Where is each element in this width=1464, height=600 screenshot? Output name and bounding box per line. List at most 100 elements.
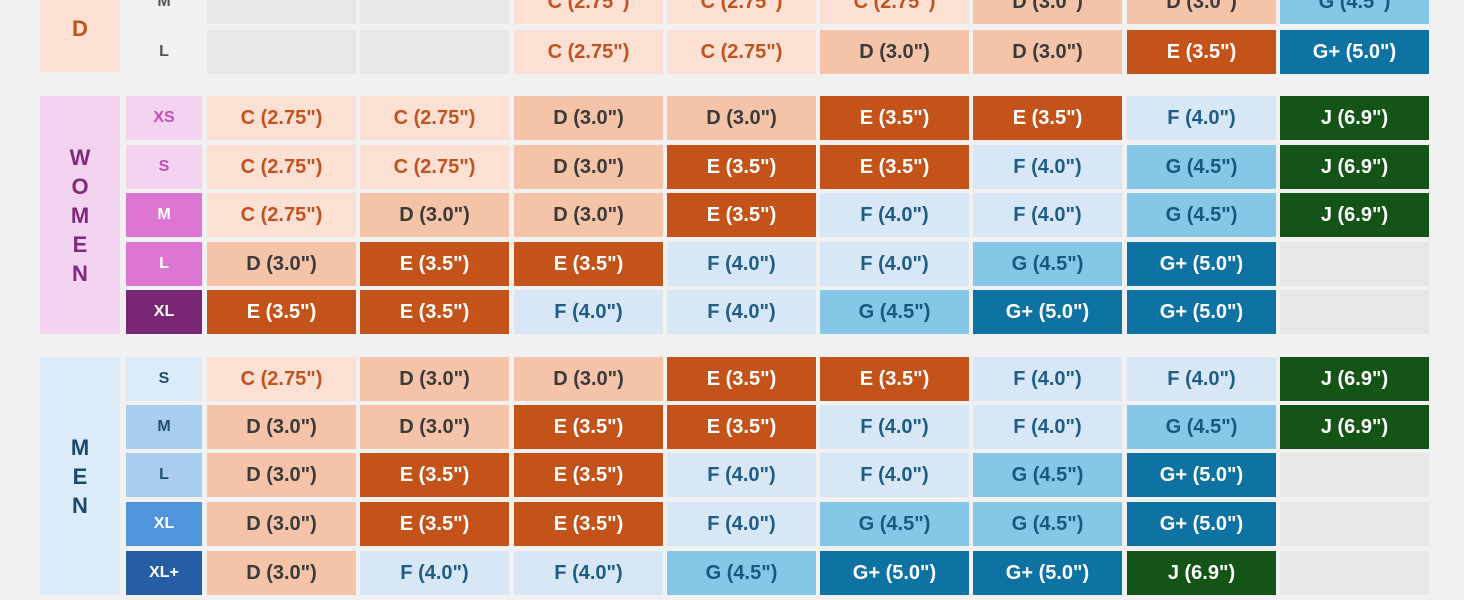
women-label-letter: N — [72, 260, 88, 286]
men-m-col3-cell: E (3.5") — [514, 405, 663, 449]
women-s-col4-cell: E (3.5") — [667, 145, 816, 189]
men-l-col8-cell — [1280, 453, 1429, 497]
men-size-m: M — [126, 405, 202, 449]
men-xlplus-col5-cell: G+ (5.0") — [820, 551, 969, 595]
men-xl-col5-cell: G (4.5") — [820, 502, 969, 546]
women-xl-col6-cell: G+ (5.0") — [973, 290, 1122, 334]
women-s-col2-cell: C (2.75") — [360, 145, 509, 189]
kid-l-col4-cell: C (2.75") — [667, 30, 816, 74]
men-l-col4-cell: F (4.0") — [667, 453, 816, 497]
kid-m-col7-cell: D (3.0") — [1127, 0, 1276, 24]
men-xl-col1-cell: D (3.0") — [207, 502, 356, 546]
men-xl-col3-cell: E (3.5") — [514, 502, 663, 546]
women-xl-col7-cell: G+ (5.0") — [1127, 290, 1276, 334]
men-l-col1-cell: D (3.0") — [207, 453, 356, 497]
women-l-col3-cell: E (3.5") — [514, 242, 663, 286]
men-size-l: L — [126, 453, 202, 497]
men-l-col3-cell: E (3.5") — [514, 453, 663, 497]
women-m-col3-cell: D (3.0") — [514, 193, 663, 237]
men-label-letter: N — [72, 492, 88, 518]
men-size-xlplus: XL+ — [126, 551, 202, 595]
women-s-col3-cell: D (3.0") — [514, 145, 663, 189]
women-xs-col3-cell: D (3.0") — [514, 96, 663, 140]
men-s-col5-cell: E (3.5") — [820, 357, 969, 401]
women-m-col2-cell: D (3.0") — [360, 193, 509, 237]
women-m-col5-cell: F (4.0") — [820, 193, 969, 237]
kid-label-letter: D — [72, 16, 88, 41]
women-xl-col2-cell: E (3.5") — [360, 290, 509, 334]
men-xlplus-col2-cell: F (4.0") — [360, 551, 509, 595]
men-l-col5-cell: F (4.0") — [820, 453, 969, 497]
men-xl-col7-cell: G+ (5.0") — [1127, 502, 1276, 546]
kid-m-col6-cell: D (3.0") — [973, 0, 1122, 24]
women-xs-col1-cell: C (2.75") — [207, 96, 356, 140]
women-m-col6-cell: F (4.0") — [973, 193, 1122, 237]
men-s-col1-cell: C (2.75") — [207, 357, 356, 401]
women-size-xl: XL — [126, 290, 202, 334]
women-label-letter: M — [70, 202, 90, 228]
kid-l-col3-cell: C (2.75") — [514, 30, 663, 74]
men-m-col6-cell: F (4.0") — [973, 405, 1122, 449]
kid-l-col7-cell: E (3.5") — [1127, 30, 1276, 74]
women-size-l: L — [126, 242, 202, 286]
women-xl-col5-cell: G (4.5") — [820, 290, 969, 334]
women-l-col8-cell — [1280, 242, 1429, 286]
men-xlplus-col4-cell: G (4.5") — [667, 551, 816, 595]
men-s-col6-cell: F (4.0") — [973, 357, 1122, 401]
kid-m-col5-cell: C (2.75") — [820, 0, 969, 24]
women-s-col5-cell: E (3.5") — [820, 145, 969, 189]
kid-m-col4-cell: C (2.75") — [667, 0, 816, 24]
women-size-s: S — [126, 145, 202, 189]
men-m-col2-cell: D (3.0") — [360, 405, 509, 449]
men-xlplus-col8-cell — [1280, 551, 1429, 595]
women-xl-col1-cell: E (3.5") — [207, 290, 356, 334]
women-l-col7-cell: G+ (5.0") — [1127, 242, 1276, 286]
women-l-col5-cell: F (4.0") — [820, 242, 969, 286]
men-l-col2-cell: E (3.5") — [360, 453, 509, 497]
women-m-col7-cell: G (4.5") — [1127, 193, 1276, 237]
men-m-col5-cell: F (4.0") — [820, 405, 969, 449]
women-l-col4-cell: F (4.0") — [667, 242, 816, 286]
women-l-col6-cell: G (4.5") — [973, 242, 1122, 286]
men-s-col8-cell: J (6.9") — [1280, 357, 1429, 401]
men-s-col4-cell: E (3.5") — [667, 357, 816, 401]
women-s-col1-cell: C (2.75") — [207, 145, 356, 189]
men-l-col6-cell: G (4.5") — [973, 453, 1122, 497]
men-size-s: S — [126, 357, 202, 401]
women-xs-col6-cell: E (3.5") — [973, 96, 1122, 140]
women-label-letter: W — [69, 144, 91, 170]
women-size-xs: XS — [126, 96, 202, 140]
women-l-col2-cell: E (3.5") — [360, 242, 509, 286]
kid-size-l: L — [126, 30, 202, 74]
men-m-col4-cell: E (3.5") — [667, 405, 816, 449]
men-l-col7-cell: G+ (5.0") — [1127, 453, 1276, 497]
women-xs-col5-cell: E (3.5") — [820, 96, 969, 140]
men-xlplus-col7-cell: J (6.9") — [1127, 551, 1276, 595]
men-xl-col6-cell: G (4.5") — [973, 502, 1122, 546]
women-m-col1-cell: C (2.75") — [207, 193, 356, 237]
kid-m-col8-cell: G (4.5") — [1280, 0, 1429, 24]
women-xl-col4-cell: F (4.0") — [667, 290, 816, 334]
women-m-col4-cell: E (3.5") — [667, 193, 816, 237]
women-xs-col2-cell: C (2.75") — [360, 96, 509, 140]
men-m-col8-cell: J (6.9") — [1280, 405, 1429, 449]
men-size-xl: XL — [126, 502, 202, 546]
women-label-letter: E — [72, 231, 88, 257]
men-label-letter: M — [70, 434, 90, 460]
men-xl-col4-cell: F (4.0") — [667, 502, 816, 546]
men-xlplus-col1-cell: D (3.0") — [207, 551, 356, 595]
kid-l-col2-cell — [360, 30, 509, 74]
kid-label: D — [40, 0, 120, 72]
women-m-col8-cell: J (6.9") — [1280, 193, 1429, 237]
women-xs-col7-cell: F (4.0") — [1127, 96, 1276, 140]
men-xlplus-col3-cell: F (4.0") — [514, 551, 663, 595]
kid-m-col2-cell — [360, 0, 509, 24]
women-size-m: M — [126, 193, 202, 237]
kid-l-col6-cell: D (3.0") — [973, 30, 1122, 74]
men-xl-col2-cell: E (3.5") — [360, 502, 509, 546]
kid-l-col5-cell: D (3.0") — [820, 30, 969, 74]
women-s-col8-cell: J (6.9") — [1280, 145, 1429, 189]
women-xs-col4-cell: D (3.0") — [667, 96, 816, 140]
women-xl-col3-cell: F (4.0") — [514, 290, 663, 334]
